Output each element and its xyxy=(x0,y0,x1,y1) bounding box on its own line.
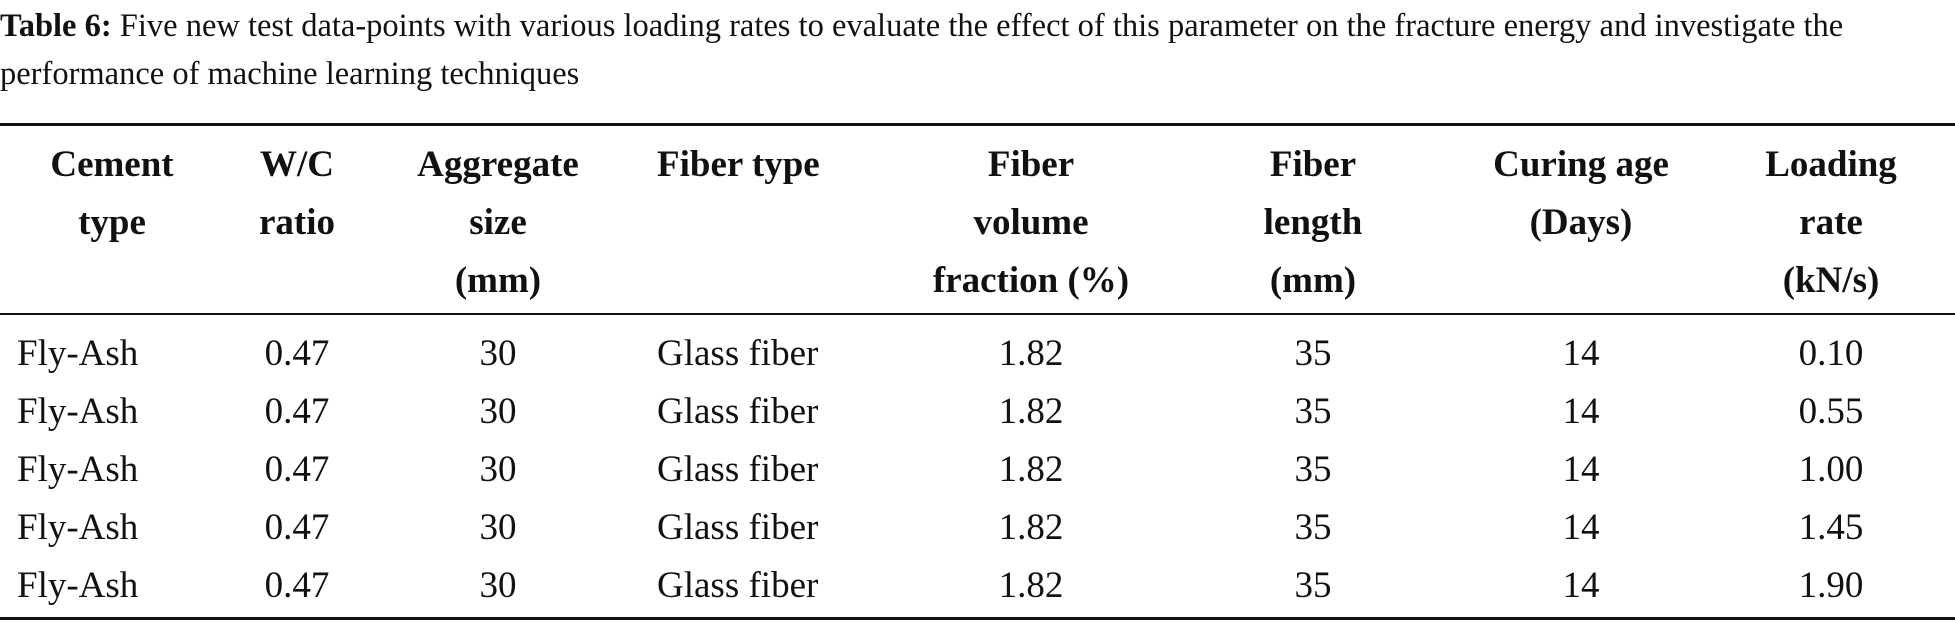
data-cell: Fly-Ash xyxy=(17,565,139,606)
data-cell: 0.47 xyxy=(264,565,330,606)
header-cell: Fiber length (mm) xyxy=(1263,144,1363,301)
data-cell: 1.45 xyxy=(1798,507,1864,548)
data-cell: 0.47 xyxy=(264,391,330,432)
data-cell: 35 xyxy=(1294,333,1332,374)
data-cell: Glass fiber xyxy=(657,565,819,606)
data-cell: 1.82 xyxy=(998,565,1064,606)
header-rule xyxy=(0,313,1955,315)
data-cell: Fly-Ash xyxy=(17,507,139,548)
data-cell: 35 xyxy=(1294,507,1332,548)
data-cell: Glass fiber xyxy=(657,333,819,374)
data-cell: 30 xyxy=(479,333,517,374)
header-cell: W/C ratio xyxy=(258,144,336,243)
data-cell: 0.47 xyxy=(264,507,330,548)
data-cell: 14 xyxy=(1562,507,1600,548)
bottom-rule xyxy=(0,617,1955,620)
header-cell: Curing age (Days) xyxy=(1493,144,1669,243)
data-cell: 30 xyxy=(479,565,517,606)
top-rule xyxy=(0,123,1955,126)
data-cell: 14 xyxy=(1562,333,1600,374)
caption: Table 6: Five new test data-points with … xyxy=(0,2,1950,98)
header-cell: Fiber volume fraction (%) xyxy=(932,144,1130,301)
data-cell: 1.90 xyxy=(1798,565,1864,606)
header-cell: Loading rate (kN/s) xyxy=(1765,144,1897,301)
data-cell: Fly-Ash xyxy=(17,391,139,432)
data-cell: Fly-Ash xyxy=(17,333,139,374)
data-cell: 0.55 xyxy=(1798,391,1864,432)
data-cell: 1.00 xyxy=(1798,449,1864,490)
data-cell: 0.10 xyxy=(1798,333,1864,374)
caption-label: Table 6: xyxy=(0,8,112,44)
data-cell: 30 xyxy=(479,391,517,432)
data-cell: 14 xyxy=(1562,391,1600,432)
caption-text: Five new test data-points with various l… xyxy=(0,8,1844,92)
data-cell: 1.82 xyxy=(998,333,1064,374)
header-cell: Cement type xyxy=(50,144,174,243)
data-cell: 35 xyxy=(1294,391,1332,432)
data-cell: 1.82 xyxy=(998,391,1064,432)
data-cell: Glass fiber xyxy=(657,391,819,432)
header-cell: Fiber type xyxy=(657,144,820,185)
data-cell: Glass fiber xyxy=(657,449,819,490)
data-cell: 14 xyxy=(1562,449,1600,490)
data-cell: Fly-Ash xyxy=(17,449,139,490)
data-cell: 1.82 xyxy=(998,449,1064,490)
data-cell: 30 xyxy=(479,507,517,548)
data-cell: 35 xyxy=(1294,565,1332,606)
data-cell: 35 xyxy=(1294,449,1332,490)
data-cell: 1.82 xyxy=(998,507,1064,548)
data-cell: 14 xyxy=(1562,565,1600,606)
data-cell: 30 xyxy=(479,449,517,490)
data-cell: Glass fiber xyxy=(657,507,819,548)
data-cell: 0.47 xyxy=(264,449,330,490)
header-cell: Aggregate size (mm) xyxy=(417,144,579,301)
data-cell: 0.47 xyxy=(264,333,330,374)
